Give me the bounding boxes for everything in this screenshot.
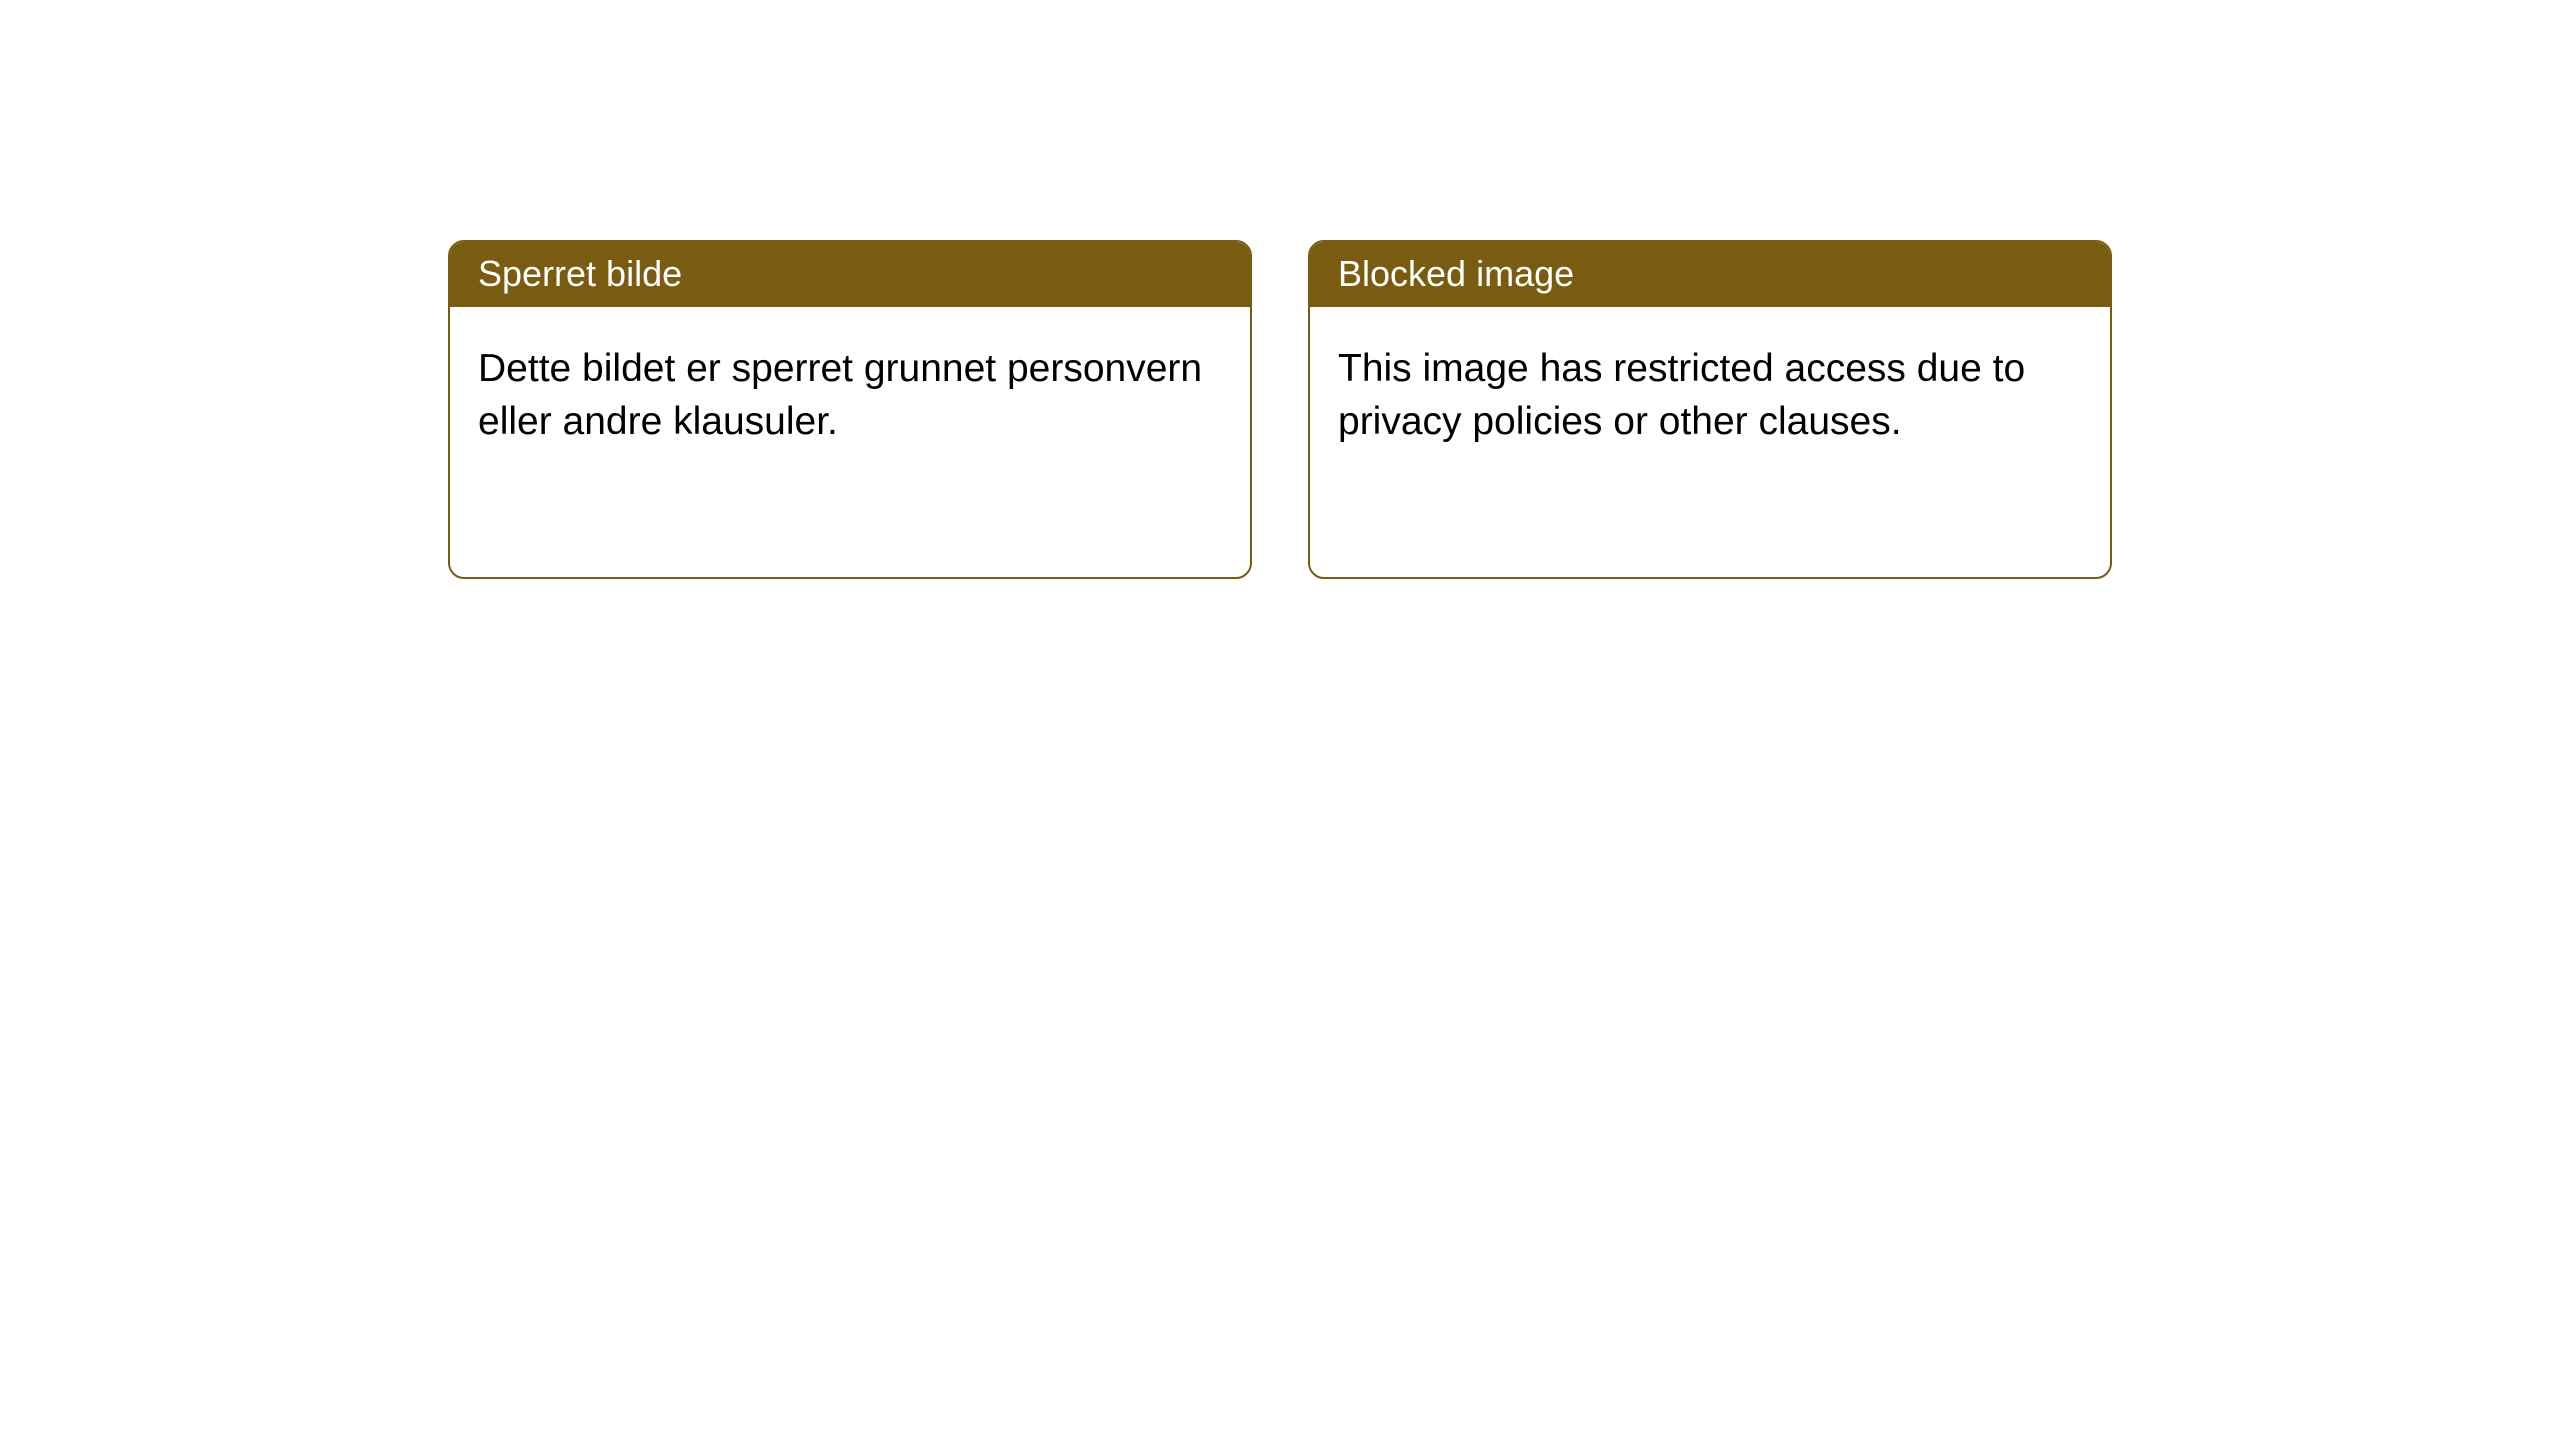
notice-body: Dette bildet er sperret grunnet personve… [450,307,1250,577]
notice-body: This image has restricted access due to … [1310,307,2110,577]
notice-container: Sperret bilde Dette bildet er sperret gr… [0,0,2560,579]
notice-card-norwegian: Sperret bilde Dette bildet er sperret gr… [448,240,1252,579]
notice-card-english: Blocked image This image has restricted … [1308,240,2112,579]
notice-title: Sperret bilde [450,242,1250,307]
notice-title: Blocked image [1310,242,2110,307]
